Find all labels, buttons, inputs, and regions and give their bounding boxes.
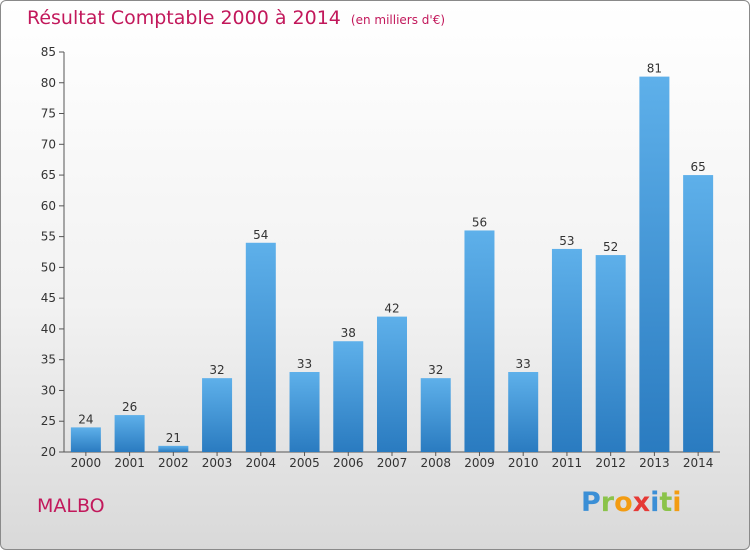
value-label-2012: 52 <box>603 240 618 254</box>
y-tick-label: 60 <box>41 199 56 213</box>
y-tick-label: 55 <box>41 230 56 244</box>
y-tick-label: 25 <box>41 414 56 428</box>
y-tick-label: 85 <box>41 45 56 59</box>
bars <box>70 76 714 453</box>
bar-2002 <box>158 445 189 452</box>
bar-2009 <box>464 230 495 452</box>
y-tick-label: 30 <box>41 383 56 397</box>
y-tick-label: 20 <box>41 445 56 459</box>
y-tick-label: 80 <box>41 76 56 90</box>
value-label-2000: 24 <box>78 412 93 426</box>
y-tick-label: 45 <box>41 291 56 305</box>
bar-2006 <box>333 341 364 452</box>
bar-2007 <box>377 316 407 452</box>
bar-2004 <box>245 242 276 452</box>
y-tick-label: 50 <box>41 260 56 274</box>
chart-title-text: Résultat Comptable 2000 à 2014 <box>27 7 341 29</box>
value-label-2010: 33 <box>516 357 531 371</box>
logo-letter: i <box>672 487 682 518</box>
chart-subtitle: (en milliers d'€) <box>350 13 446 27</box>
logo-letter: i <box>650 487 660 518</box>
value-label-2013: 81 <box>647 62 662 76</box>
value-label-2008: 32 <box>428 363 443 377</box>
logo-letter: t <box>659 487 673 518</box>
x-tick-label-2006: 2006 <box>333 456 364 470</box>
x-tick-label-2001: 2001 <box>114 456 145 470</box>
x-tick-label-2008: 2008 <box>420 456 451 470</box>
value-label-2003: 32 <box>209 363 224 377</box>
bar-2011 <box>551 248 582 452</box>
y-tick-label: 65 <box>41 168 56 182</box>
value-label-2007: 42 <box>384 302 399 316</box>
bar-2008 <box>420 378 451 452</box>
bar-2012 <box>595 255 626 452</box>
bar-2010 <box>508 372 539 452</box>
y-tick-label: 70 <box>41 137 56 151</box>
logo-letter: x <box>632 487 651 518</box>
x-tick-label-2003: 2003 <box>202 456 233 470</box>
proxiti-logo: Proxiti <box>581 487 682 518</box>
x-tick-label-2004: 2004 <box>246 456 277 470</box>
value-label-2001: 26 <box>122 400 137 414</box>
x-tick-label-2010: 2010 <box>508 456 539 470</box>
value-label-2002: 21 <box>166 431 181 445</box>
bar-2000 <box>70 427 101 452</box>
value-label-2006: 38 <box>341 326 356 340</box>
x-tick-label-2012: 2012 <box>595 456 626 470</box>
y-tick-label: 35 <box>41 353 56 367</box>
commune-name: MALBO <box>37 495 105 517</box>
x-tick-label-2005: 2005 <box>289 456 320 470</box>
value-label-2005: 33 <box>297 357 312 371</box>
y-tick-label: 40 <box>41 322 56 336</box>
bar-2005 <box>289 372 320 452</box>
x-tick-label-2000: 2000 <box>71 456 102 470</box>
x-tick-label-2007: 2007 <box>377 456 408 470</box>
value-labels: 24 26 21 32 54 33 38 42 32 56 33 53 52 81 65 <box>78 62 706 445</box>
bar-2013 <box>639 76 670 452</box>
value-label-2014: 65 <box>690 160 705 174</box>
bar-2014 <box>683 175 714 453</box>
logo-letter: r <box>600 487 615 518</box>
value-label-2009: 56 <box>472 215 487 229</box>
value-label-2011: 53 <box>559 234 574 248</box>
bar-2001 <box>114 415 145 452</box>
x-tick-label-2013: 2013 <box>639 456 670 470</box>
logo-letter: P <box>581 487 601 518</box>
value-label-2004: 54 <box>253 228 268 242</box>
x-tick-label-2002: 2002 <box>158 456 189 470</box>
bar-2003 <box>202 378 233 452</box>
logo-letter: o <box>614 487 633 518</box>
y-tick-label: 75 <box>41 107 56 121</box>
x-tick-label-2011: 2011 <box>552 456 583 470</box>
chart-title: Résultat Comptable 2000 à 2014 (en millie… <box>27 7 445 29</box>
x-tick-label-2014: 2014 <box>683 456 714 470</box>
x-tick-label-2009: 2009 <box>464 456 495 470</box>
